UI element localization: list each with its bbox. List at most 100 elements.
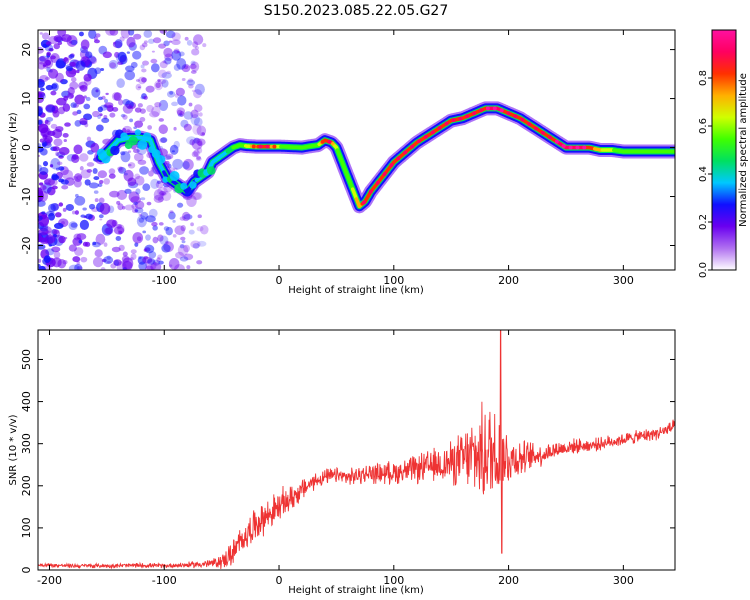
noise-blob: [49, 164, 54, 168]
noise-blob: [132, 232, 144, 244]
noise-blob: [164, 57, 172, 65]
noise-blob: [67, 92, 74, 100]
noise-blob: [80, 214, 86, 218]
noise-blob: [118, 166, 127, 174]
noise-blob: [179, 216, 186, 221]
noise-blob: [73, 144, 83, 155]
noise-blob: [48, 203, 56, 213]
noise-blob: [100, 68, 105, 71]
noise-blob: [39, 78, 43, 83]
noise-blob: [151, 221, 158, 227]
noise-blob: [197, 240, 207, 247]
noise-blob: [188, 229, 195, 235]
noise-blob: [83, 103, 91, 110]
noise-blob: [182, 211, 191, 222]
noise-blob: [62, 207, 67, 212]
noise-blob: [127, 150, 132, 153]
noise-blob: [125, 100, 134, 109]
noise-blob: [38, 200, 46, 207]
noise-blob: [68, 54, 75, 59]
noise-blob: [154, 80, 164, 91]
ridge-bead: [561, 144, 566, 149]
noise-blob: [158, 124, 168, 135]
noise-blob: [50, 123, 58, 129]
noise-blob: [178, 51, 185, 57]
noise-blob: [80, 39, 90, 50]
noise-blob: [196, 147, 203, 154]
noise-blob: [130, 249, 137, 254]
noise-blob: [148, 170, 154, 177]
noise-blob: [95, 33, 101, 38]
noise-blob: [153, 189, 164, 201]
noise-blob: [73, 179, 82, 188]
noise-blob: [134, 175, 145, 186]
noise-blob: [120, 151, 126, 156]
noise-blob: [198, 112, 203, 117]
noise-blob: [86, 168, 93, 173]
noise-blob: [45, 117, 54, 122]
noise-blob: [118, 230, 123, 235]
noise-blob: [78, 31, 84, 37]
ridge-clump: [169, 171, 180, 181]
noise-blob: [165, 240, 169, 245]
noise-blob: [124, 188, 132, 194]
noise-blob: [165, 30, 176, 39]
ridge-bead: [430, 130, 435, 135]
noise-blob: [53, 35, 62, 43]
noise-blob: [181, 240, 186, 244]
snr-panel: -200 -100 0 100 200 300 0 100 200 300 400 500 Heig…: [8, 329, 676, 596]
ridge-bead: [403, 150, 408, 155]
noise-blob: [151, 50, 155, 53]
colorbar-tick-label: 0.0: [698, 262, 709, 278]
noise-blob: [85, 213, 93, 220]
ridge-bead: [541, 130, 546, 135]
noise-blob: [42, 143, 47, 148]
noise-blob: [45, 41, 52, 46]
noise-blob: [143, 248, 147, 252]
noise-blob: [117, 203, 124, 211]
x-tick-label: -100: [152, 574, 177, 587]
noise-blob: [83, 73, 92, 82]
noise-blob: [130, 253, 137, 260]
noise-blob: [159, 235, 169, 245]
noise-blob: [156, 180, 161, 184]
noise-blob: [147, 38, 155, 44]
spectrogram-x-axis-label: Height of straight line (km): [288, 285, 424, 296]
noise-blob: [117, 61, 123, 66]
ridge-bead: [368, 189, 373, 194]
noise-blob: [135, 79, 141, 82]
noise-blob: [183, 244, 190, 253]
noise-blob: [68, 221, 78, 231]
noise-blob: [92, 256, 104, 268]
noise-blob: [122, 114, 128, 120]
noise-blob: [44, 234, 56, 244]
noise-blob: [139, 117, 146, 122]
noise-blob: [60, 179, 69, 185]
noise-blob: [38, 258, 42, 263]
noise-blob: [139, 166, 149, 175]
noise-blob: [62, 132, 69, 138]
noise-blob: [166, 90, 176, 98]
snr-plot-area: [38, 330, 675, 570]
noise-blob: [63, 95, 69, 101]
snr-y-ticks: 0 100 200 300 400 500: [20, 349, 675, 574]
noise-blob: [183, 123, 192, 132]
ridge-bead: [547, 135, 552, 140]
noise-blob: [150, 167, 155, 172]
ridge-clump: [184, 187, 193, 196]
y-tick-label: -10: [20, 188, 33, 206]
noise-blob: [99, 113, 103, 117]
noise-blob: [155, 82, 161, 89]
noise-blob: [120, 30, 131, 39]
noise-blob: [169, 144, 179, 155]
noise-blob: [89, 56, 98, 65]
y-tick-label: 200: [20, 475, 33, 496]
noise-blob: [202, 43, 207, 48]
ridge-bead: [423, 134, 428, 139]
noise-blob: [173, 167, 178, 171]
noise-blob: [68, 264, 80, 270]
x-tick-label: 300: [613, 574, 634, 587]
noise-blob: [173, 140, 180, 149]
noise-blob: [145, 234, 151, 241]
noise-blob: [180, 225, 186, 232]
